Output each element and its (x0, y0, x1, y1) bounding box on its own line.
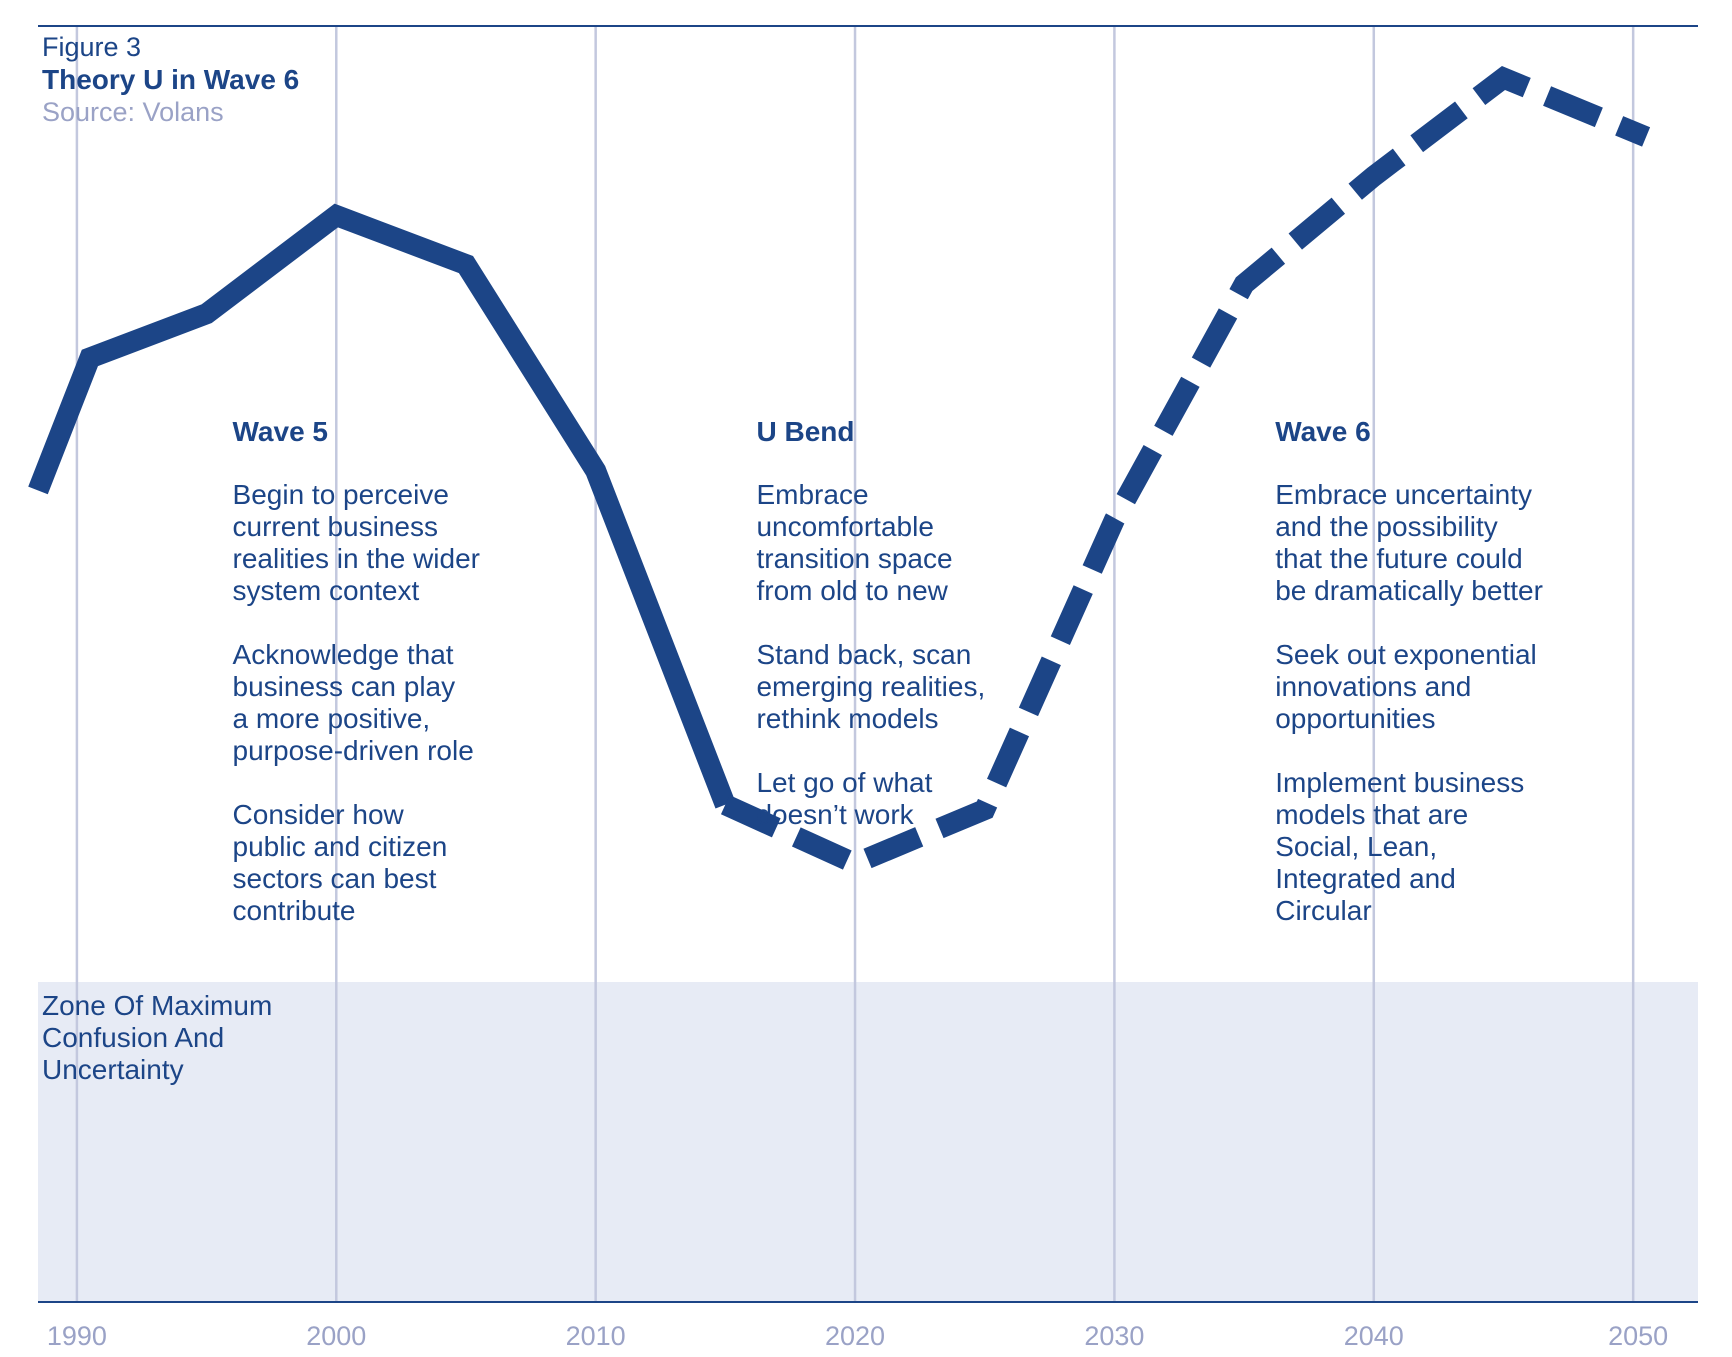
annotation-line: business can play (233, 671, 456, 702)
x-tick-label-2000: 2000 (306, 1321, 366, 1351)
wave-6-dashed-line (720, 66, 1651, 876)
annotation-line: realities in the wider (233, 543, 480, 574)
annotation-line: Circular (1275, 895, 1371, 926)
annotation-line: opportunities (1275, 703, 1435, 734)
annotation-line: system context (233, 575, 420, 606)
x-tick-label-2050: 2050 (1608, 1321, 1668, 1351)
annotation-line: that the future could (1275, 543, 1523, 574)
annotation-line: sectors can best (233, 863, 437, 894)
annotation-line: Social, Lean, (1275, 831, 1437, 862)
annotation-line: current business (233, 511, 438, 542)
annotation-line: innovations and (1275, 671, 1471, 702)
x-tick-label-2030: 2030 (1084, 1321, 1144, 1351)
annotation-line: Consider how (233, 799, 405, 830)
figure-source: Source: Volans (42, 97, 224, 127)
figure-label: Figure 3 (42, 32, 141, 62)
zone-label-line: Confusion And (42, 1022, 224, 1053)
x-tick-label-2040: 2040 (1344, 1321, 1404, 1351)
annotation-line: Seek out exponential (1275, 639, 1537, 670)
annotation-line: models that are (1275, 799, 1468, 830)
annotation-line: be dramatically better (1275, 575, 1543, 606)
x-tick-label-2020: 2020 (825, 1321, 885, 1351)
x-axis-ticks: 1990 2000 2010 2020 2030 2040 2050 (47, 1321, 1668, 1351)
annotation-line: uncomfortable (756, 511, 933, 542)
wave-5-solid-line (28, 203, 736, 809)
annotation-line: Begin to perceive (233, 479, 449, 510)
annotation-line: Acknowledge that (233, 639, 454, 670)
x-tick-label-1990: 1990 (47, 1321, 107, 1351)
annotation-line: Stand back, scan (756, 639, 971, 670)
annotation-line: contribute (233, 895, 356, 926)
annotation-line: Implement business (1275, 767, 1524, 798)
annotation-heading: Wave 6 (1275, 416, 1370, 447)
confusion-zone (38, 982, 1698, 1302)
annotation-heading: U Bend (756, 416, 854, 447)
annotation-line: Embrace uncertainty (1275, 479, 1532, 510)
annotation-line: Embrace (756, 479, 868, 510)
annotation-line: emerging realities, (756, 671, 985, 702)
annotation-line: and the possibility (1275, 511, 1498, 542)
annotation-line: Integrated and (1275, 863, 1456, 894)
annotation-line: Let go of what (756, 767, 932, 798)
annotation-line: public and citizen (233, 831, 448, 862)
annotation-line: purpose-driven role (233, 735, 474, 766)
annotation-line: from old to new (756, 575, 948, 606)
annotation-line: a more positive, (233, 703, 431, 734)
x-tick-label-2010: 2010 (566, 1321, 626, 1351)
grid-lines (75, 26, 1635, 1302)
zone-label-line: Zone Of Maximum (42, 990, 272, 1021)
annotation-heading: Wave 5 (233, 416, 328, 447)
zone-label-line: Uncertainty (42, 1054, 184, 1085)
annotation-line: rethink models (756, 703, 938, 734)
annotation-line: doesn’t work (756, 799, 914, 830)
figure-title: Theory U in Wave 6 (42, 64, 299, 95)
series-lines (28, 66, 1651, 876)
annotation-line: transition space (756, 543, 952, 574)
